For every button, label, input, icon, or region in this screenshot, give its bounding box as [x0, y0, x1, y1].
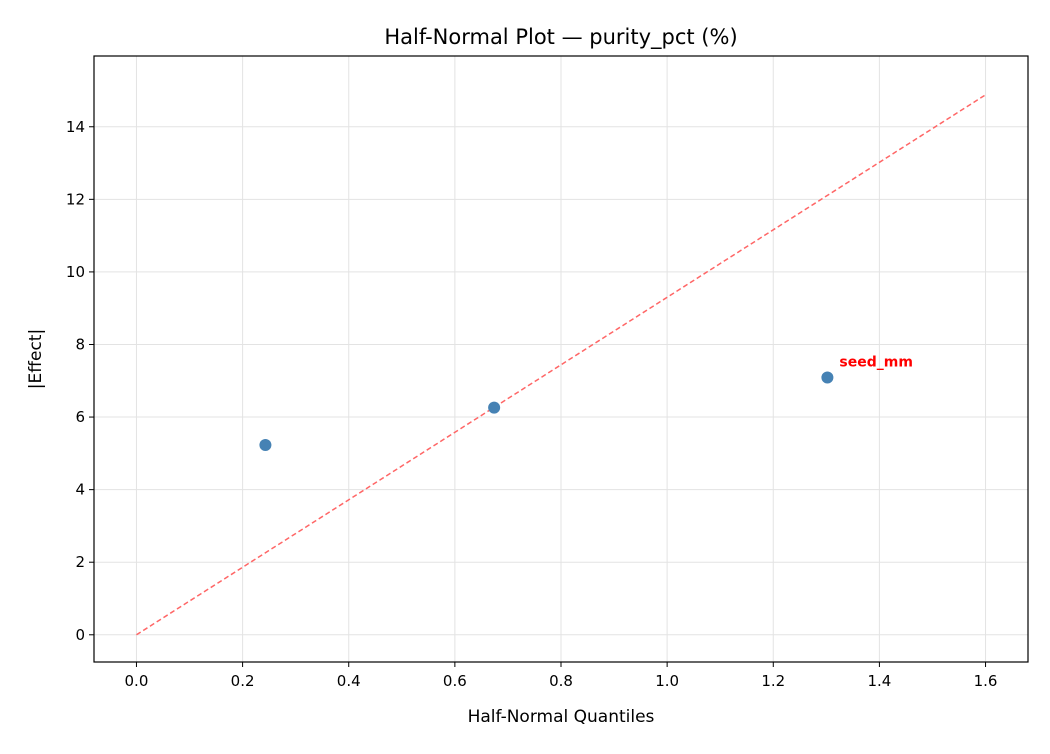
x-axis-ticks: 0.0 0.2 0.4 0.6 0.8 1.0 1.2 1.4 1.6 — [125, 662, 998, 690]
point-annotation: seed_mm — [839, 355, 913, 371]
y-axis-ticks: 0 2 4 6 8 10 12 14 — [66, 118, 94, 644]
data-point — [821, 371, 834, 384]
x-tick-label: 1.6 — [974, 672, 998, 690]
grid — [94, 56, 1028, 662]
y-tick-label: 8 — [75, 335, 85, 353]
chart-title: Half-Normal Plot — purity_pct (%) — [384, 25, 737, 50]
y-tick-label: 14 — [66, 118, 85, 136]
y-tick-label: 12 — [66, 190, 85, 208]
y-axis-label: |Effect| — [26, 329, 46, 389]
x-axis-label: Half-Normal Quantiles — [468, 707, 655, 727]
x-tick-label: 0.4 — [337, 672, 361, 690]
data-point — [259, 439, 272, 452]
points-group: seed_mm — [259, 355, 913, 452]
data-point — [488, 401, 501, 414]
y-tick-label: 0 — [75, 626, 85, 644]
y-tick-label: 6 — [75, 408, 85, 426]
x-tick-label: 1.4 — [867, 672, 891, 690]
x-tick-label: 0.0 — [125, 672, 149, 690]
x-tick-label: 0.2 — [231, 672, 255, 690]
y-tick-label: 4 — [75, 481, 85, 499]
x-tick-label: 1.0 — [655, 672, 679, 690]
x-tick-label: 0.6 — [443, 672, 467, 690]
x-tick-label: 1.2 — [761, 672, 785, 690]
x-tick-label: 0.8 — [549, 672, 573, 690]
y-tick-label: 2 — [75, 553, 85, 571]
y-tick-label: 10 — [66, 263, 85, 281]
